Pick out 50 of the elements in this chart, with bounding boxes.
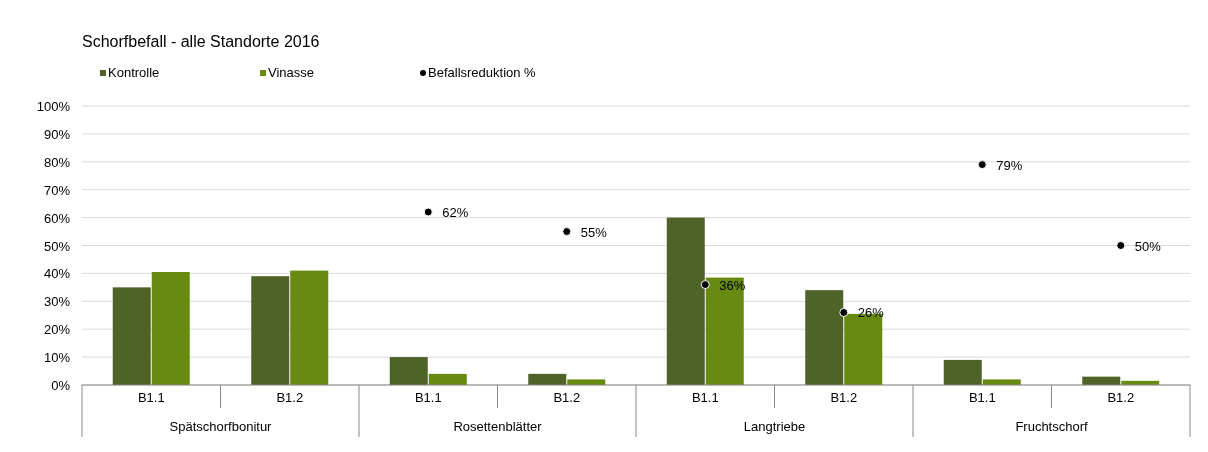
bar xyxy=(251,276,290,385)
legend-label: Kontrolle xyxy=(108,65,160,80)
bar xyxy=(705,277,744,385)
bar xyxy=(943,359,982,385)
y-tick-label: 40% xyxy=(43,266,71,282)
data-label: 50% xyxy=(1134,238,1162,254)
bar xyxy=(112,287,151,385)
point xyxy=(977,160,987,170)
point xyxy=(700,280,710,290)
data-label: 55% xyxy=(580,224,608,240)
y-tick-label: 80% xyxy=(43,154,71,170)
data-label: 79% xyxy=(996,157,1023,173)
x-tick-label: B1.1 xyxy=(414,390,442,405)
bar xyxy=(151,272,190,385)
x-tick-label: B1.1 xyxy=(137,390,165,405)
x-tick-label: B1.1 xyxy=(691,390,719,405)
bar xyxy=(428,373,467,385)
x-tick-label: B1.2 xyxy=(276,390,304,405)
y-tick-label: 60% xyxy=(43,210,71,226)
bar xyxy=(528,373,567,385)
text: Fruchtschorf xyxy=(1015,419,1089,434)
x-tick-label: B1.2 xyxy=(1107,390,1135,405)
y-tick-label: 100% xyxy=(36,99,71,114)
x-tick-label: B1.2 xyxy=(830,390,858,405)
x-tick-label: B1.1 xyxy=(968,390,996,405)
y-tick-label: 50% xyxy=(43,238,71,254)
y-tick-label: 90% xyxy=(43,126,71,142)
y-tick-label: 70% xyxy=(43,182,71,198)
x-tick-label: B1.2 xyxy=(553,390,581,405)
text: Langtriebe xyxy=(743,419,806,434)
bar xyxy=(389,357,428,385)
legend-label: Befallsreduktion % xyxy=(428,65,537,80)
y-tick-label: 0% xyxy=(51,378,71,393)
point xyxy=(839,307,849,317)
point xyxy=(562,227,572,237)
text: Spätschorfbonitur xyxy=(169,419,273,434)
bar xyxy=(567,379,606,385)
bar xyxy=(805,290,844,385)
point xyxy=(423,207,433,217)
data-label: 62% xyxy=(442,205,469,221)
legend-label: Vinasse xyxy=(268,65,315,80)
point xyxy=(1116,241,1126,250)
bar xyxy=(290,270,329,385)
text: Rosettenblätter xyxy=(453,419,543,434)
y-tick-label: 20% xyxy=(43,322,71,338)
bar xyxy=(666,217,705,385)
bar xyxy=(982,379,1021,385)
y-tick-label: 10% xyxy=(43,350,71,366)
chart-title: Schorfbefall - alle Standorte 2016 xyxy=(82,33,320,50)
y-tick-label: 30% xyxy=(43,294,71,310)
